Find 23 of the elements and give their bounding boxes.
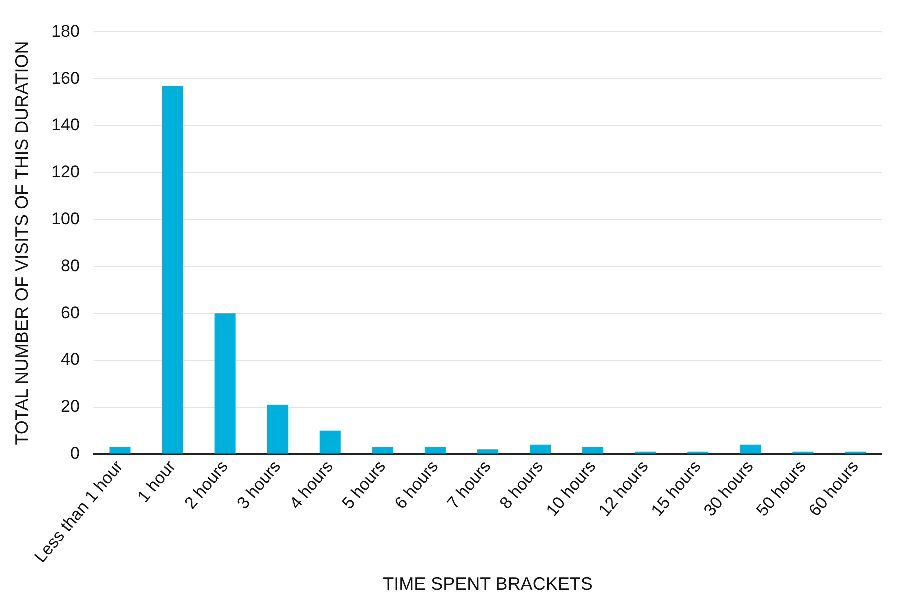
bar [372,447,394,454]
y-tick-label: 160 [52,68,80,88]
bar [267,405,288,454]
bar [740,444,762,454]
y-tick-label: 20 [61,397,80,416]
y-tick-label: 80 [61,256,80,276]
bar [424,447,446,454]
y-axis-title: TOTAL NUMBER OF VISITS OF THIS DURATION [12,41,32,446]
bar [582,447,604,454]
bar [162,86,184,454]
y-tick-label: 140 [52,116,80,135]
y-tick-label: 0 [70,444,80,463]
y-tick-label: 40 [61,350,80,370]
y-tick-label: 120 [52,162,80,182]
y-tick-label: 180 [52,22,80,41]
y-tick-label: 60 [61,303,80,322]
y-tick-label: 100 [52,209,80,228]
bar [214,314,236,454]
bar [320,430,341,454]
bar [110,447,131,454]
bar [477,450,498,454]
x-axis-title: TIME SPENT BRACKETS [383,574,593,594]
bar [530,444,552,454]
